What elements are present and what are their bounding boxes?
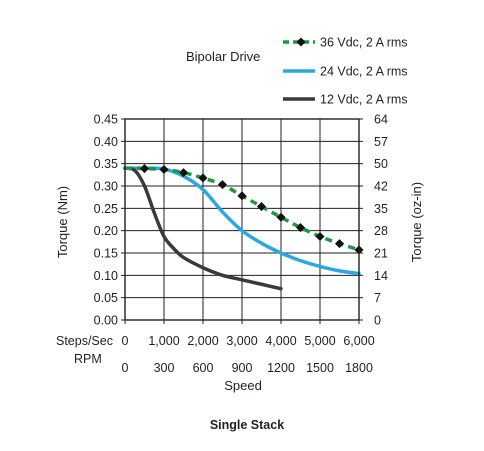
series-0-point [237,191,247,201]
y-tick-label-left: 0.05 [94,291,118,305]
y-tick-label-left: 0.25 [94,202,118,216]
y-tick-label-left: 0.10 [94,269,118,283]
x-tick-label-rpm: 600 [193,361,214,375]
legend-label-1: 24 Vdc, 2 A rms [320,65,408,79]
y-tick-label-right: 50 [374,157,388,171]
chart-title: Bipolar Drive [186,49,260,64]
y-tick-label-right: 21 [374,247,388,261]
y-tick-label-left: 0.15 [94,247,118,261]
y-tick-label-right: 0 [374,314,381,328]
x-tick-label-steps: 2,000 [187,334,218,348]
x-tick-label-rpm: 1200 [267,361,295,375]
y-tick-label-left: 0.20 [94,224,118,238]
legend-label-2: 12 Vdc, 2 A rms [320,93,408,107]
x-tick-label-rpm: 300 [154,361,175,375]
y-tick-label-right: 57 [374,135,388,149]
x-unit-label-rpm: RPM [74,352,102,366]
y-axis-label-right: Torque (oz-in) [409,182,424,262]
x-tick-label-rpm: 900 [232,361,253,375]
x-tick-label-steps: 4,000 [265,334,296,348]
grid-lines [125,119,359,320]
x-tick-label-steps: 6,000 [343,334,374,348]
y-axis-label-left: Torque (Nm) [55,186,70,258]
tick-labels: 0.00 0.05 0.10 0.15 0.20 0.25 0.30 0.35 0.40 0.45… [94,113,388,376]
legend-swatch-marker [296,37,306,47]
y-tick-label-right: 42 [374,180,388,194]
y-tick-label-right: 14 [374,269,388,283]
y-tick-label-right: 7 [374,291,381,305]
y-tick-label-left: 0.45 [94,113,118,127]
legend: 36 Vdc, 2 A rms 24 Vdc, 2 A rms 12 Vdc, 2 … [283,36,408,107]
series-layer [123,164,364,291]
series-0-point [334,239,345,249]
x-tick-label-rpm: 1800 [345,361,373,375]
y-tick-label-left: 0.00 [94,314,118,328]
y-tick-label-right: 35 [374,202,388,216]
y-tick-label-left: 0.40 [94,135,118,149]
x-tick-label-steps: 0 [122,334,129,348]
y-tick-label-left: 0.35 [94,157,118,171]
x-tick-label-rpm: 1500 [306,361,334,375]
series-0-point [159,164,169,174]
y-tick-label-left: 0.30 [94,180,118,194]
x-tick-label-steps: 5,000 [304,334,335,348]
x-unit-label-steps: Steps/Sec [56,334,113,348]
x-axis-label: Speed [224,378,262,393]
series-0-point [217,180,228,190]
series-line-2 [123,166,283,291]
x-tick-label-rpm: 0 [122,361,129,375]
chart-caption: Single Stack [210,418,284,432]
x-tick-label-steps: 1,000 [148,334,179,348]
legend-label-0: 36 Vdc, 2 A rms [320,36,408,50]
series-0-point [139,164,150,174]
y-tick-label-right: 28 [374,224,388,238]
y-tick-label-right: 64 [374,113,388,127]
x-tick-label-steps: 3,000 [226,334,257,348]
series-0-point [198,173,208,183]
